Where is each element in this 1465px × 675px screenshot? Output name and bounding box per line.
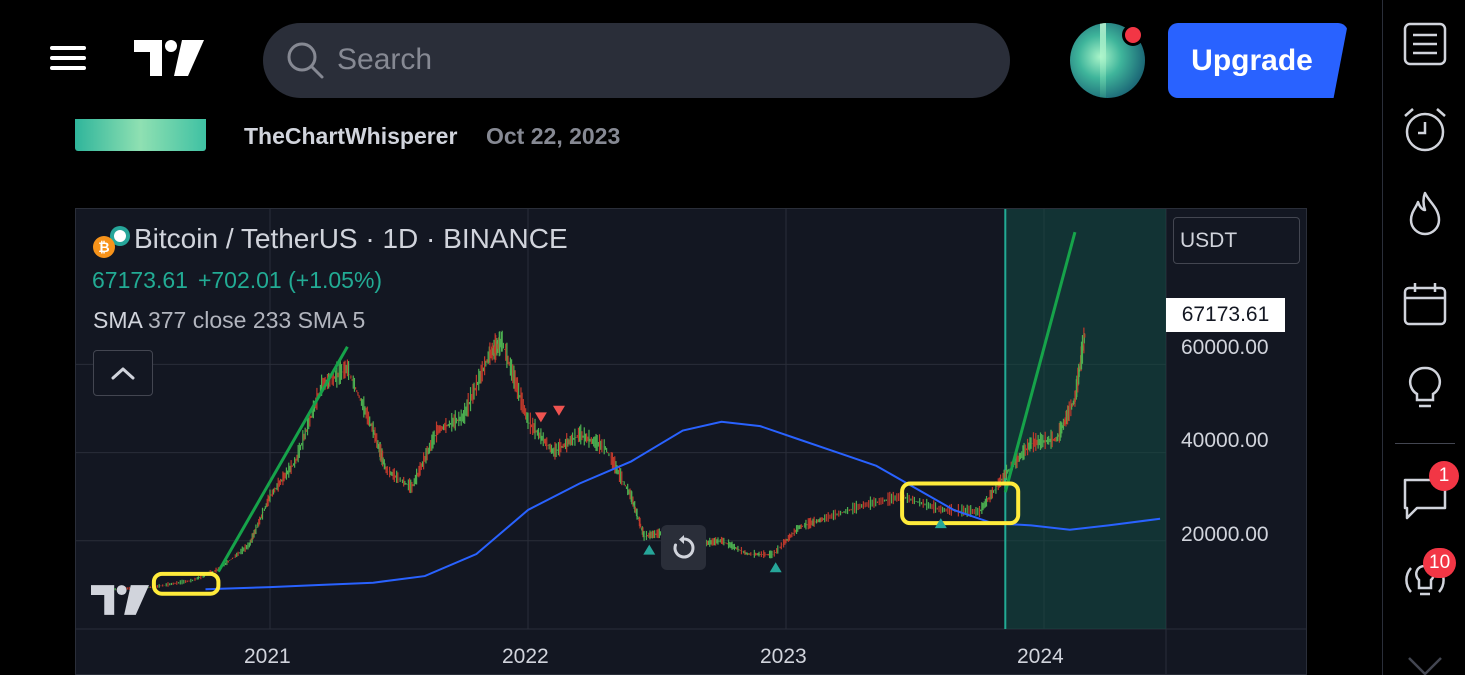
- menu-icon[interactable]: [50, 46, 86, 74]
- signal-marker: [643, 544, 656, 555]
- alarm-clock-icon[interactable]: [1401, 106, 1449, 154]
- x-tick-label: 2021: [244, 645, 291, 668]
- indicator-legend[interactable]: SMA 377 close 233 SMA 5: [93, 307, 365, 334]
- idea-thumbnail[interactable]: [75, 119, 206, 151]
- signal-marker: [934, 518, 947, 529]
- y-tick-label: 20000.00: [1181, 523, 1269, 546]
- chart-card[interactable]: ₿ Bitcoin / TetherUS · 1D · BINANCE 6717…: [75, 208, 1307, 675]
- search-icon: [287, 42, 324, 79]
- x-tick-label: 2023: [760, 645, 807, 668]
- signal-marker: [534, 412, 547, 423]
- streams-badge: 10: [1423, 548, 1457, 578]
- tradingview-watermark-logo: [91, 585, 149, 615]
- upgrade-button[interactable]: Upgrade: [1168, 23, 1348, 98]
- price-chart[interactable]: [76, 209, 1307, 675]
- symbol-title[interactable]: Bitcoin / TetherUS · 1D · BINANCE: [134, 223, 568, 254]
- chat-badge: 1: [1429, 461, 1459, 491]
- reset-chart-button[interactable]: [661, 525, 706, 570]
- price-change: +702.01 (+1.05%): [197, 267, 383, 293]
- currency-selector[interactable]: USDT: [1173, 217, 1300, 264]
- sidebar-divider: [1395, 443, 1455, 444]
- last-price-label: 67173.61: [1166, 298, 1285, 332]
- top-header: Upgrade: [0, 0, 1382, 118]
- ideas-bulb-icon[interactable]: [1401, 364, 1449, 412]
- price-line: 67173.61 +702.01 (+1.05%): [92, 267, 392, 294]
- y-tick-label: 60000.00: [1181, 336, 1269, 359]
- current-price: 67173.61: [92, 267, 188, 293]
- publish-date: Oct 22, 2023: [486, 123, 621, 149]
- highlight-box: [151, 571, 221, 596]
- x-tick-label: 2024: [1017, 645, 1064, 668]
- trendline: [1003, 231, 1077, 493]
- hot-lists-icon[interactable]: [1401, 190, 1449, 238]
- signal-marker: [769, 562, 782, 573]
- highlight-box: [900, 481, 1021, 526]
- right-sidebar: 1 10: [1382, 0, 1465, 675]
- more-icon[interactable]: [1401, 644, 1449, 675]
- x-tick-label: 2022: [502, 645, 549, 668]
- search-input[interactable]: [337, 39, 977, 81]
- y-tick-label: 40000.00: [1181, 429, 1269, 452]
- calendar-icon[interactable]: [1401, 280, 1449, 328]
- indicator-params: 377 close 233 SMA 5: [147, 307, 366, 333]
- chevron-up-icon: [111, 367, 135, 380]
- notification-dot: [1122, 24, 1144, 46]
- collapse-legend-button[interactable]: [93, 350, 153, 396]
- watchlist-icon[interactable]: [1401, 20, 1449, 68]
- trendline: [217, 346, 349, 573]
- svg-text:₿: ₿: [98, 240, 109, 256]
- indicator-name: SMA: [93, 307, 142, 333]
- symbol-icon: ₿: [93, 226, 130, 258]
- reset-icon: [673, 534, 694, 558]
- tradingview-logo[interactable]: [134, 40, 204, 76]
- author-name[interactable]: TheChartWhisperer: [244, 123, 458, 149]
- search-bar[interactable]: [263, 23, 1010, 98]
- signal-marker: [552, 405, 565, 416]
- future-region-shade: [1005, 209, 1166, 629]
